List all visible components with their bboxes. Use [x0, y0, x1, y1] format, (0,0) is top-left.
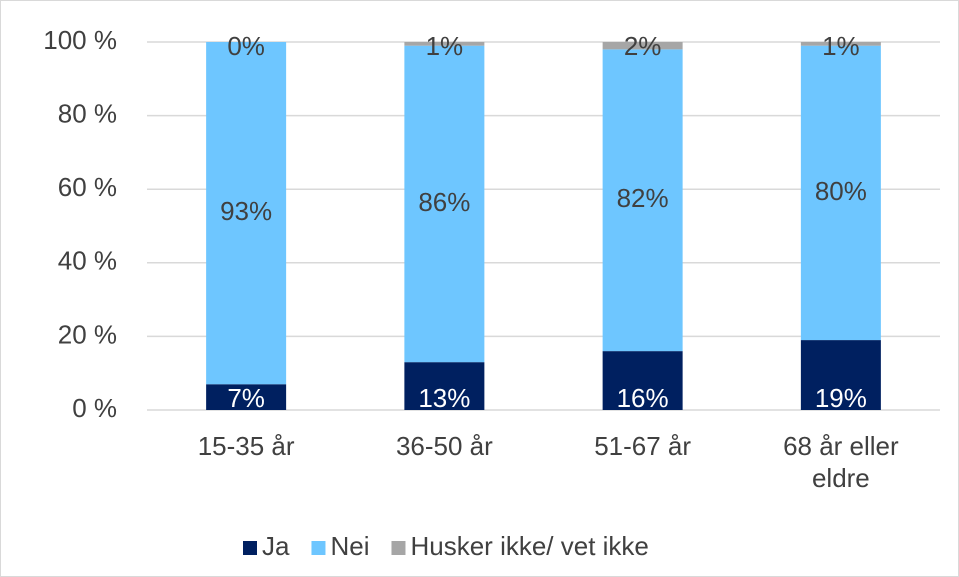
x-tick-label: 51-67 år — [594, 431, 692, 461]
data-label: 0% — [227, 31, 265, 61]
legend-swatch — [243, 541, 257, 555]
bar-segment — [602, 49, 683, 352]
data-label: 16% — [617, 383, 669, 413]
bar-segment — [404, 362, 485, 410]
bar-segment — [602, 351, 683, 410]
y-tick-label: 100 % — [43, 25, 117, 55]
x-tick-label: 15-35 år — [197, 431, 295, 461]
data-label: 13% — [418, 383, 470, 413]
y-tick-label: 40 % — [58, 246, 117, 276]
x-tick-label: 36-50 år — [395, 431, 493, 461]
bar-segment — [404, 42, 485, 46]
data-label: 82% — [617, 183, 669, 213]
data-label: 1% — [426, 31, 464, 61]
data-label: 1% — [822, 31, 860, 61]
data-label: 80% — [815, 176, 867, 206]
data-label: 19% — [815, 383, 867, 413]
y-tick-label: 80 % — [58, 98, 117, 128]
data-label: 7% — [227, 383, 265, 413]
data-label: 2% — [624, 31, 662, 61]
bar-segment — [206, 384, 287, 410]
legend-label: Nei — [330, 531, 369, 561]
bar-segment — [800, 45, 881, 341]
data-label: 86% — [418, 187, 470, 217]
legend-label: Husker ikke/ vet ikke — [410, 531, 648, 561]
bar-segment — [206, 42, 287, 385]
legend-swatch — [391, 541, 406, 555]
y-tick-label: 60 % — [58, 172, 117, 202]
bar-segment — [404, 45, 485, 363]
bar-segment — [800, 340, 881, 410]
legend-label: Ja — [262, 531, 290, 561]
bar-segment — [602, 42, 683, 50]
bar-segment — [800, 42, 881, 46]
x-tick-label: 68 år eller eldre — [783, 431, 899, 493]
y-tick-label: 20 % — [58, 319, 117, 349]
y-tick-label: 0 % — [72, 393, 117, 423]
legend-swatch — [311, 541, 326, 555]
data-label: 93% — [220, 196, 272, 226]
